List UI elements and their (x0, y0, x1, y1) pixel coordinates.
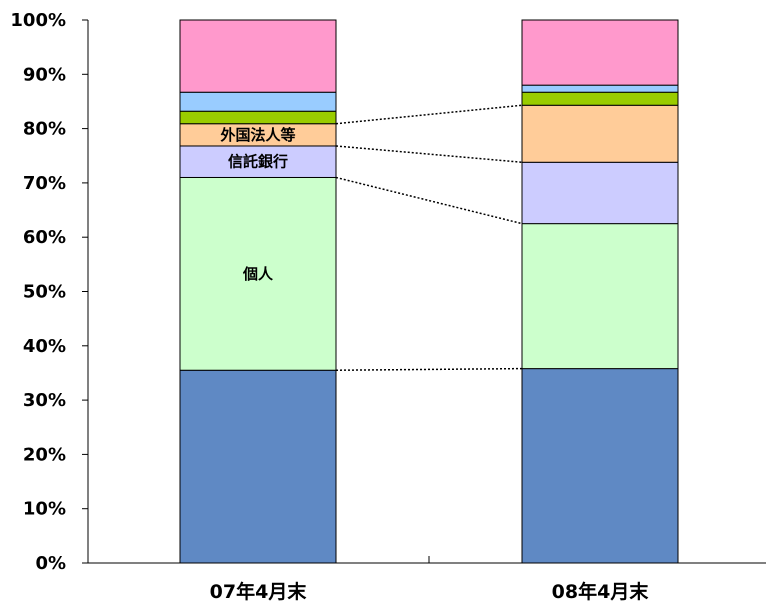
y-tick-label: 80% (23, 119, 66, 140)
connector-line-individual (335, 176, 523, 225)
segment-label-foreign: 外国法人等 (219, 126, 295, 144)
connector-line-bottom (335, 367, 523, 371)
y-tick-label: 10% (23, 499, 66, 520)
connector-line-foreign (335, 104, 523, 125)
bar-segment-foreign-2 (521, 104, 679, 163)
bar-segment-lightblue-1 (179, 91, 337, 112)
x-axis-ticks: 07年4月末 08年4月末 (210, 580, 650, 603)
segment-label-individual: 個人 (242, 265, 274, 283)
bar-segment-trust_bank-1 (179, 145, 337, 178)
x-tick-label: 08年4月末 (552, 580, 650, 603)
segment-labels: 個人 信託銀行 外国法人等 (219, 126, 295, 283)
y-tick-label: 20% (23, 444, 66, 465)
y-tick-label: 0% (35, 553, 66, 574)
y-axis-ticks: 0% 10% 20% 30% 40% 50% 60% 70% 80% 90% 100% (10, 10, 88, 574)
y-tick-label: 50% (23, 282, 66, 303)
bar-segment-green-2 (521, 91, 679, 106)
bar-segment-individual-2 (521, 223, 679, 370)
segment-label-trust_bank: 信託銀行 (228, 153, 288, 171)
connector-lines (335, 104, 523, 371)
bar-segment-pink-1 (179, 19, 337, 93)
bar-segment-green-1 (179, 110, 337, 125)
connector-line-trust_bank (335, 145, 523, 164)
bar-segment-trust_bank-2 (521, 161, 679, 225)
y-tick-label: 100% (10, 10, 66, 31)
x-tick-label: 07年4月末 (210, 580, 308, 603)
bars (179, 19, 679, 564)
y-tick-label: 90% (23, 64, 66, 85)
bar-segment-lightblue-2 (521, 84, 679, 93)
bar-segment-bottom-1 (179, 369, 337, 564)
y-tick-label: 70% (23, 173, 66, 194)
y-tick-label: 30% (23, 390, 66, 411)
y-tick-label: 60% (23, 227, 66, 248)
bar-segment-bottom-2 (521, 368, 679, 564)
bar-segment-individual-1 (179, 176, 337, 371)
bar-segment-pink-2 (521, 19, 679, 86)
y-tick-label: 40% (23, 336, 66, 357)
